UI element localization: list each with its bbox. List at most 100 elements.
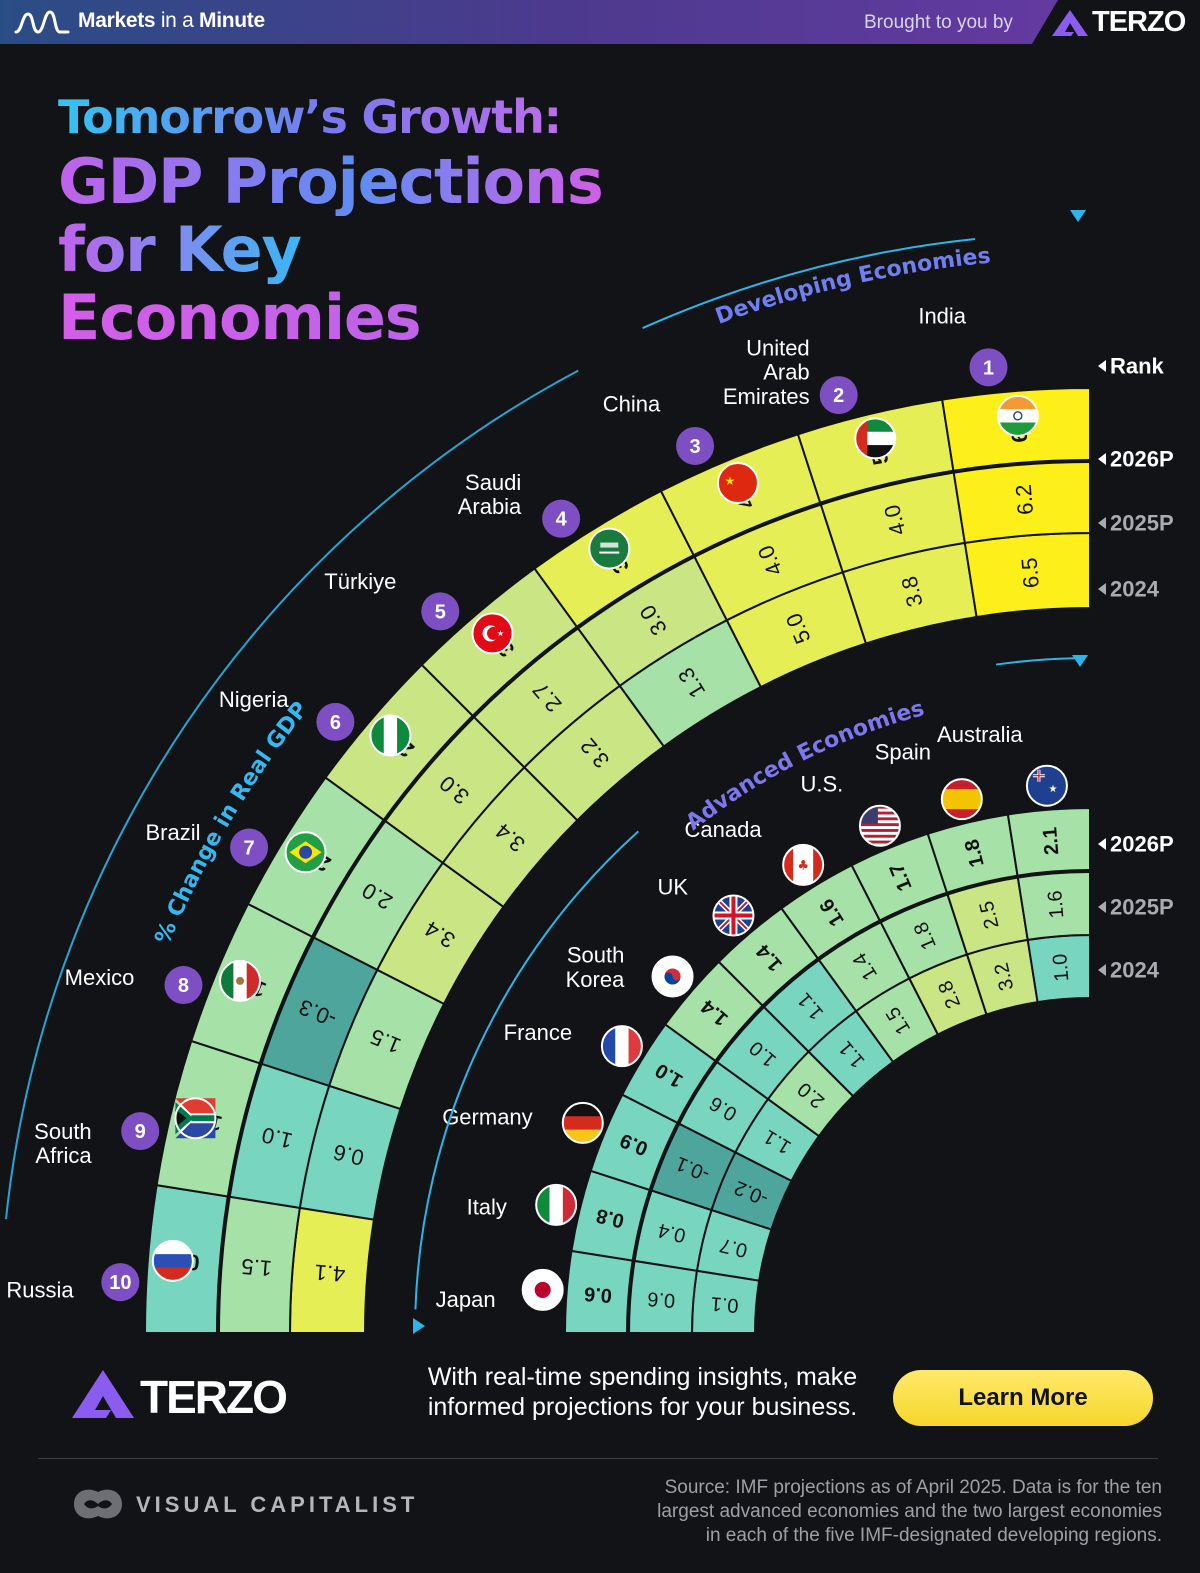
country-label-0-8: United Arab Emirates xyxy=(723,335,810,408)
advanced-guide-arc-end xyxy=(995,657,1079,666)
value-1-9-y2024: 1.0 xyxy=(1049,953,1073,982)
sponsor-prefix: Brought to you by xyxy=(864,12,1013,33)
svg-text:6: 6 xyxy=(330,712,341,734)
value-0-0-y2025: 1.5 xyxy=(240,1254,272,1281)
row-label-2025p-adv: 2025P xyxy=(1110,895,1174,920)
rank-badge-8: 8 xyxy=(164,966,203,1005)
country-label-0-5: Türkiye xyxy=(324,569,396,594)
us-flag-icon xyxy=(858,804,901,847)
country-label-1-1: Italy xyxy=(467,1194,507,1219)
rank-badge-4: 4 xyxy=(542,499,581,538)
country-label-1-6: Canada xyxy=(685,817,763,842)
svg-text:★: ★ xyxy=(725,474,736,488)
saudi-arabia-flag-icon xyxy=(588,527,631,570)
country-label-0-0: Russia xyxy=(6,1278,74,1303)
row-label-2026p-dev-marker-icon xyxy=(1098,453,1106,465)
australia-flag-icon: ★ xyxy=(1025,764,1068,807)
title-line-1: Tomorrow’s Growth: xyxy=(58,86,603,148)
value-1-9-y2026: 2.1 xyxy=(1039,826,1063,855)
rank-badge-6: 6 xyxy=(316,702,355,741)
svg-text:9: 9 xyxy=(135,1121,146,1143)
canada-flag-icon: ♣ xyxy=(782,843,825,886)
rank-badge-9: 9 xyxy=(121,1112,160,1151)
visual-capitalist-icon xyxy=(74,1489,122,1519)
rank-badge-3: 3 xyxy=(676,426,715,465)
country-label-0-6: Saudi Arabia xyxy=(458,470,522,519)
svg-text:1: 1 xyxy=(983,357,994,379)
south-africa-flag-icon xyxy=(174,1097,217,1140)
developing-arrow-icon xyxy=(1070,210,1086,222)
country-label-1-7: U.S. xyxy=(800,772,843,797)
mexico-flag-icon xyxy=(219,959,262,1002)
terzo-logo[interactable]: TERZO xyxy=(70,1368,290,1423)
country-label-0-1: South Africa xyxy=(34,1119,92,1168)
row-label-2025p-dev-marker-icon xyxy=(1098,517,1106,529)
china-flag-icon: ★ xyxy=(716,462,759,505)
terzo-logo-icon xyxy=(72,1370,134,1418)
svg-text:5: 5 xyxy=(435,601,446,623)
svg-text:4: 4 xyxy=(556,509,568,531)
learn-more-button[interactable]: Learn More xyxy=(893,1370,1153,1426)
uae-flag-icon xyxy=(854,417,897,460)
country-label-1-3: France xyxy=(504,1020,572,1045)
rank-badge-5: 5 xyxy=(421,592,460,631)
country-label-1-4: South Korea xyxy=(566,943,625,992)
germany-flag-icon xyxy=(561,1101,604,1144)
year-separator-1 xyxy=(626,869,1091,1334)
terzo-small-logo-icon xyxy=(1052,10,1088,36)
country-label-0-4: Nigeria xyxy=(219,687,289,712)
row-label-2026p-dev: 2026P xyxy=(1110,447,1174,472)
title-line-3: for Key xyxy=(58,216,603,284)
value-0-9-y2025: 6.2 xyxy=(1011,483,1038,515)
row-label-2024-dev-marker-icon xyxy=(1098,583,1106,595)
row-label-2024-dev: 2024 xyxy=(1110,577,1160,602)
row-label-2026p-adv-marker-icon xyxy=(1098,838,1106,850)
value-1-0-y2024: 0.1 xyxy=(710,1292,739,1316)
rank-badge-2: 2 xyxy=(819,376,858,415)
country-label-1-2: Germany xyxy=(442,1105,532,1130)
turkiye-flag-icon: ★ xyxy=(471,612,514,655)
value-1-0-y2026: 0.6 xyxy=(583,1282,612,1306)
svg-text:10: 10 xyxy=(109,1272,131,1294)
country-label-1-5: UK xyxy=(657,874,688,899)
row-label-2025p-dev: 2025P xyxy=(1110,511,1174,536)
visual-capitalist-wordmark: VISUAL CAPITALIST xyxy=(136,1492,419,1517)
row-label-rank-marker-icon xyxy=(1098,360,1106,372)
row-label-2024-adv: 2024 xyxy=(1110,958,1160,983)
rank-badge-10: 10 xyxy=(101,1263,140,1302)
country-label-1-9: Australia xyxy=(937,722,1023,747)
svg-text:2: 2 xyxy=(833,385,844,407)
italy-flag-icon xyxy=(535,1183,578,1226)
advanced-arrow-icon xyxy=(1072,655,1088,667)
cta-text: With real-time spending insights, make i… xyxy=(427,1363,858,1421)
row-label-rank: Rank xyxy=(1110,354,1165,379)
russia-flag-icon xyxy=(151,1239,194,1282)
source-note: Source: IMF projections as of April 2025… xyxy=(657,1477,1162,1546)
france-flag-icon xyxy=(600,1025,643,1068)
spain-flag-icon xyxy=(940,778,983,821)
value-0-9-y2024: 6.5 xyxy=(1017,557,1044,589)
japan-flag-icon xyxy=(521,1268,564,1311)
top-banner: Markets in a Minute Brought to you by TE… xyxy=(0,0,1200,44)
country-label-0-2: Mexico xyxy=(65,965,135,990)
value-1-0-y2025: 0.6 xyxy=(647,1287,676,1311)
country-label-1-0: Japan xyxy=(436,1287,496,1312)
year-separator-0 xyxy=(216,459,1091,1334)
country-label-0-9: India xyxy=(918,304,966,329)
developing-guide-arc xyxy=(642,238,976,330)
nigeria-flag-icon xyxy=(369,714,412,757)
title-line-2: GDP Projections xyxy=(58,145,604,218)
sponsor-name: TERZO xyxy=(1092,6,1186,38)
country-label-1-8: Spain xyxy=(875,740,931,765)
uk-flag-icon xyxy=(712,894,755,937)
row-label-2026p-adv: 2026P xyxy=(1110,832,1174,857)
india-flag-icon xyxy=(996,394,1039,437)
svg-text:8: 8 xyxy=(178,975,189,997)
value-1-9-y2025: 1.6 xyxy=(1044,890,1068,919)
footer-divider xyxy=(38,1458,1158,1459)
row-label-2025p-adv-marker-icon xyxy=(1098,901,1106,913)
svg-text:★: ★ xyxy=(497,629,504,638)
brazil-flag-icon xyxy=(284,831,327,874)
svg-text:3: 3 xyxy=(689,436,700,458)
